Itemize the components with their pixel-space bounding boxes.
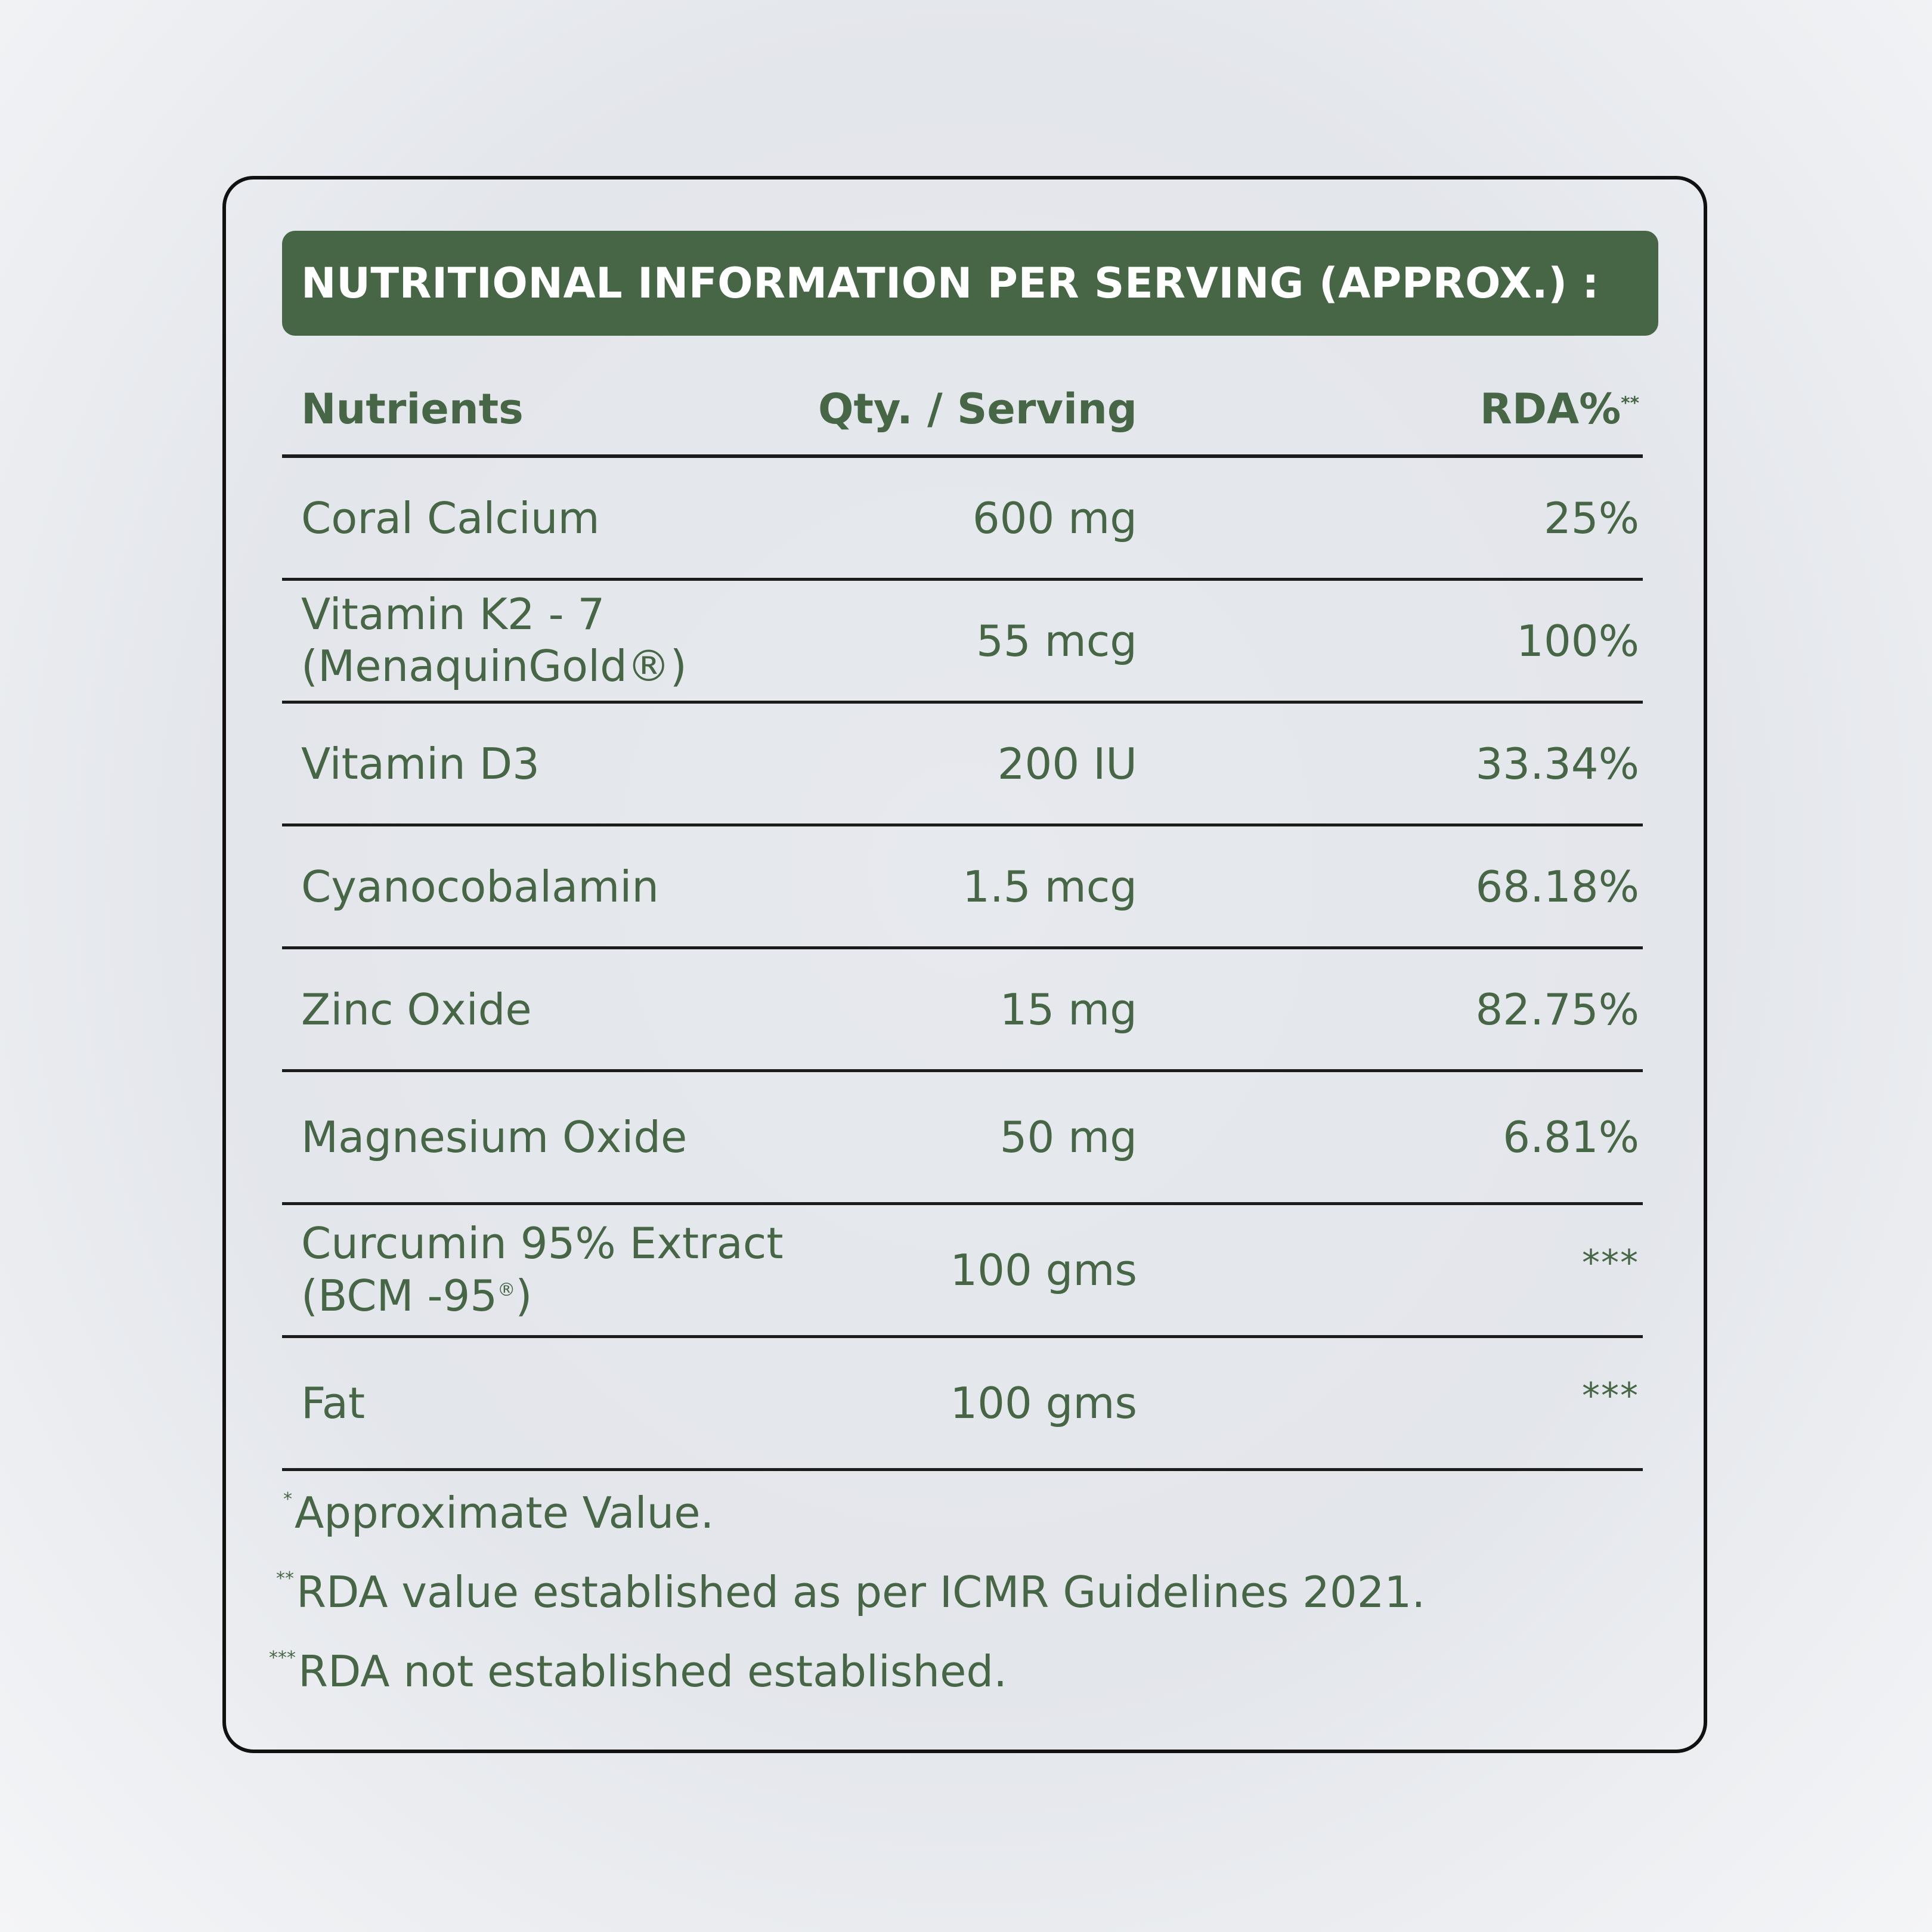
nutrient-name: Cyanocobalamin [301, 861, 660, 912]
nutrient-rda: *** [1582, 1242, 1639, 1284]
nutrient-rda: 100% [1516, 615, 1639, 666]
nutrient-rda: 68.18% [1475, 861, 1639, 912]
registered-mark: ® [497, 1280, 516, 1301]
table-row: Magnesium Oxide 50 mg 6.81% [282, 1072, 1643, 1205]
nutrient-name: Vitamin K2 - 7 (MenaquinGold®) [301, 589, 687, 692]
nutrient-name: Magnesium Oxide [301, 1112, 688, 1162]
nutrient-qty: 50 mg [999, 1112, 1137, 1162]
nutrient-rda: 25% [1543, 493, 1639, 543]
header-nutrients: Nutrients [301, 385, 524, 434]
header-qty-serving: Qty. / Serving [818, 385, 1137, 434]
nutrient-rda: *** [1582, 1375, 1639, 1417]
nutrient-qty: 1.5 mcg [962, 861, 1137, 912]
nutrition-title: NUTRITIONAL INFORMATION PER SERVING (APP… [301, 259, 1599, 308]
nutrient-name: Zinc Oxide [301, 984, 532, 1035]
nutrient-rda: 6.81% [1503, 1112, 1639, 1162]
table-header: Nutrients Qty. / Serving RDA%** [282, 358, 1643, 458]
footnote-mark: * [283, 1489, 292, 1510]
table-row: Zinc Oxide 15 mg 82.75% [282, 949, 1643, 1072]
nutrient-qty: 55 mcg [976, 615, 1137, 666]
nutrient-name: Coral Calcium [301, 493, 600, 543]
nutrient-qty: 100 gms [950, 1378, 1137, 1428]
nutrient-qty: 15 mg [999, 984, 1137, 1035]
nutrient-name: Vitamin D3 [301, 738, 540, 789]
footnote-text: RDA value established as per ICMR Guidel… [296, 1567, 1426, 1617]
table-row: Vitamin D3 200 IU 33.34% [282, 704, 1643, 826]
nutrient-qty: 200 IU [997, 738, 1137, 789]
footnote-approximate: *Approximate Value. [283, 1489, 714, 1535]
nutrition-title-banner: NUTRITIONAL INFORMATION PER SERVING (APP… [282, 231, 1658, 336]
nutrient-name: Curcumin 95% Extract (BCM -95®) [301, 1218, 784, 1321]
rda-double-asterisk: ** [1621, 392, 1639, 413]
nutrition-table: Nutrients Qty. / Serving RDA%** Coral Ca… [282, 358, 1643, 1471]
footnote-text: RDA not established established. [298, 1646, 1007, 1696]
nutrient-qty: 100 gms [950, 1245, 1137, 1295]
header-rda: RDA%** [1479, 385, 1639, 434]
registered-mark: ® [627, 641, 670, 692]
nutrient-rda: 82.75% [1475, 984, 1639, 1035]
table-row: Vitamin K2 - 7 (MenaquinGold®) 55 mcg 100… [282, 581, 1643, 704]
nutrient-qty: 600 mg [972, 493, 1137, 543]
table-row: Curcumin 95% Extract (BCM -95®) 100 gms *… [282, 1205, 1643, 1338]
table-row: Coral Calcium 600 mg 25% [282, 458, 1643, 581]
footnote-mark: ** [276, 1568, 294, 1589]
table-row: Fat 100 gms *** [282, 1338, 1643, 1471]
footnote-text: Approximate Value. [295, 1488, 714, 1538]
nutrition-card: NUTRITIONAL INFORMATION PER SERVING (APP… [222, 176, 1707, 1753]
footnote-rda-not-established: ***RDA not established established. [269, 1648, 1007, 1693]
nutrient-rda: 33.34% [1475, 738, 1639, 789]
footnote-mark: *** [269, 1648, 296, 1668]
nutrient-name: Fat [301, 1378, 366, 1428]
table-row: Cyanocobalamin 1.5 mcg 68.18% [282, 826, 1643, 949]
footnote-rda-icmr: **RDA value established as per ICMR Guid… [276, 1568, 1425, 1614]
